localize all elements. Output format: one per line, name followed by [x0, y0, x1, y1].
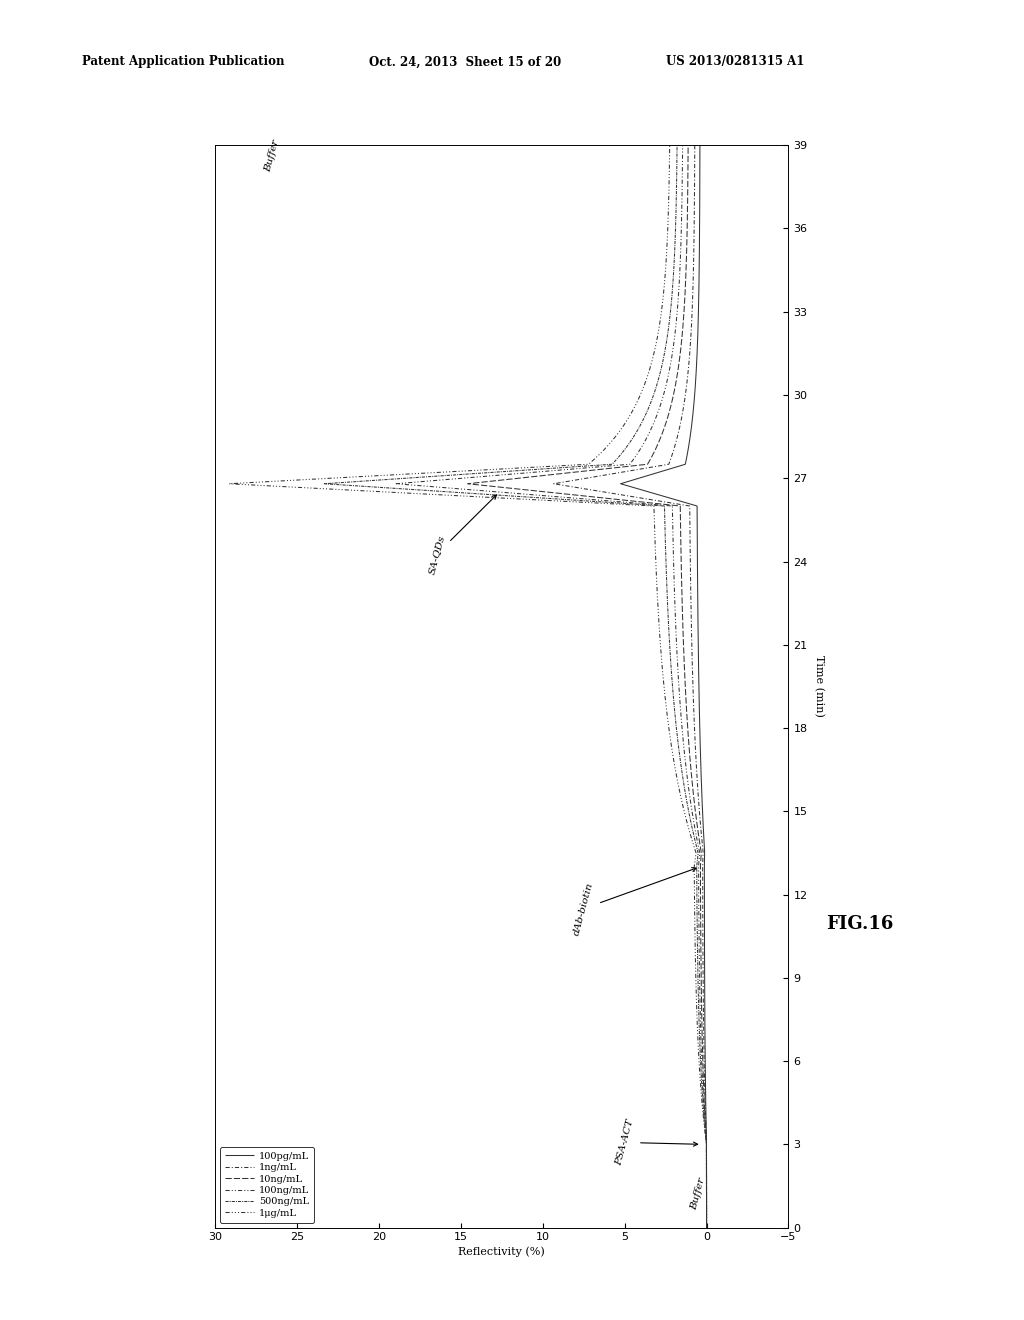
Text: US 2013/0281315 A1: US 2013/0281315 A1: [666, 55, 804, 69]
Text: Buffer: Buffer: [264, 139, 281, 173]
Text: dAb-biotin: dAb-biotin: [572, 867, 696, 936]
Text: Patent Application Publication: Patent Application Publication: [82, 55, 285, 69]
Text: Buffer: Buffer: [690, 1176, 707, 1210]
Text: SA-QDs: SA-QDs: [427, 495, 497, 576]
Y-axis label: Time (min): Time (min): [814, 656, 824, 717]
Legend: 100pg/mL, 1ng/mL, 10ng/mL, 100ng/mL, 500ng/mL, 1μg/mL: 100pg/mL, 1ng/mL, 10ng/mL, 100ng/mL, 500…: [220, 1147, 314, 1222]
Text: FIG.16: FIG.16: [826, 915, 894, 933]
Text: PSA-ACT: PSA-ACT: [614, 1118, 697, 1167]
X-axis label: Reflectivity (%): Reflectivity (%): [459, 1246, 545, 1257]
Text: Oct. 24, 2013  Sheet 15 of 20: Oct. 24, 2013 Sheet 15 of 20: [369, 55, 561, 69]
